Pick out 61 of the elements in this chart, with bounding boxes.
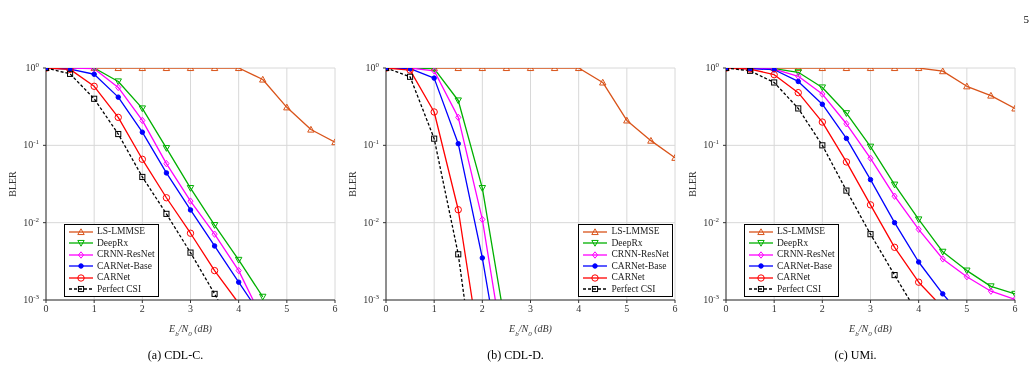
legend-label: CRNN-ResNet <box>97 249 155 261</box>
y-tick-label: 10$^{-2}$ <box>23 215 40 228</box>
text: 5 <box>1023 13 1029 25</box>
legend-label: LS-LMMSE <box>97 226 146 238</box>
x-tick-label: 6 <box>1012 303 1018 315</box>
x-tick-label: 3 <box>868 303 873 315</box>
y-tick-label: 10$^{0}$ <box>365 61 380 73</box>
legend-label: CARNet <box>97 272 131 284</box>
legend-label: DeepRx <box>777 237 809 249</box>
x-tick-label: 6 <box>672 303 678 315</box>
y-tick-label: 10$^{-2}$ <box>703 215 720 228</box>
legend-label: CRNN-ResNet <box>777 249 835 261</box>
x-tick-label: 2 <box>819 303 825 315</box>
legend-label: CARNet-Base <box>611 260 667 272</box>
x-tick-label: 1 <box>431 303 437 315</box>
legend-label: Perfect CSI <box>97 283 142 295</box>
x-tick-label: 0 <box>383 303 389 315</box>
x-tick-label: 4 <box>236 303 242 315</box>
y-tick-label: 10$^{-2}$ <box>363 215 380 228</box>
text: (b) CDL-D. <box>487 348 544 362</box>
y-axis-title: BLER <box>347 170 358 197</box>
legend-label: DeepRx <box>97 237 129 249</box>
text: (c) UMi. <box>834 348 877 362</box>
x-axis-title: E$_{b}$/N$_{0}$ (dB) <box>508 323 553 338</box>
x-tick-label: 0 <box>723 303 729 315</box>
legend-label: CARNet-Base <box>777 260 832 272</box>
legend-label: Perfect CSI <box>611 283 656 295</box>
x-tick-label: 4 <box>916 303 922 315</box>
x-tick-label: 4 <box>576 303 582 315</box>
y-tick-label: 10$^{-3}$ <box>703 293 720 305</box>
legend-label: Perfect CSI <box>777 283 822 295</box>
x-tick-label: 5 <box>284 303 290 315</box>
legend-label: CRNN-ResNet <box>611 249 669 261</box>
x-tick-label: 5 <box>624 303 630 315</box>
x-tick-label: 2 <box>479 303 485 315</box>
text: (a) CDL-C. <box>147 348 204 362</box>
x-tick-label: 1 <box>91 303 97 315</box>
x-axis-title: E$_{b}$/N$_{0}$ (dB) <box>168 323 213 338</box>
y-tick-label: 10$^{-1}$ <box>703 138 720 151</box>
legend-label: DeepRx <box>611 237 643 249</box>
legend-label: CARNet-Base <box>97 260 152 272</box>
x-tick-label: 2 <box>139 303 145 315</box>
legend-label: LS-LMMSE <box>611 226 660 238</box>
y-axis-title: BLER <box>687 170 698 197</box>
x-tick-label: 6 <box>332 303 338 315</box>
x-tick-label: 1 <box>771 303 777 315</box>
legend-label: CARNet <box>777 272 811 284</box>
y-tick-label: 10$^{-1}$ <box>23 138 40 151</box>
x-tick-label: 3 <box>528 303 533 315</box>
x-tick-label: 0 <box>43 303 49 315</box>
y-tick-label: 10$^{0}$ <box>25 61 40 73</box>
x-axis-title: E$_{b}$/N$_{0}$ (dB) <box>848 323 893 338</box>
y-tick-label: 10$^{-3}$ <box>23 293 40 305</box>
x-tick-label: 5 <box>964 303 970 315</box>
y-axis-title: BLER <box>7 170 18 197</box>
legend-label: LS-LMMSE <box>777 226 826 238</box>
y-tick-label: 10$^{-1}$ <box>363 138 380 151</box>
y-tick-label: 10$^{0}$ <box>705 61 720 73</box>
y-tick-label: 10$^{-3}$ <box>363 293 380 305</box>
legend-label: CARNet <box>611 272 645 284</box>
x-tick-label: 3 <box>188 303 193 315</box>
